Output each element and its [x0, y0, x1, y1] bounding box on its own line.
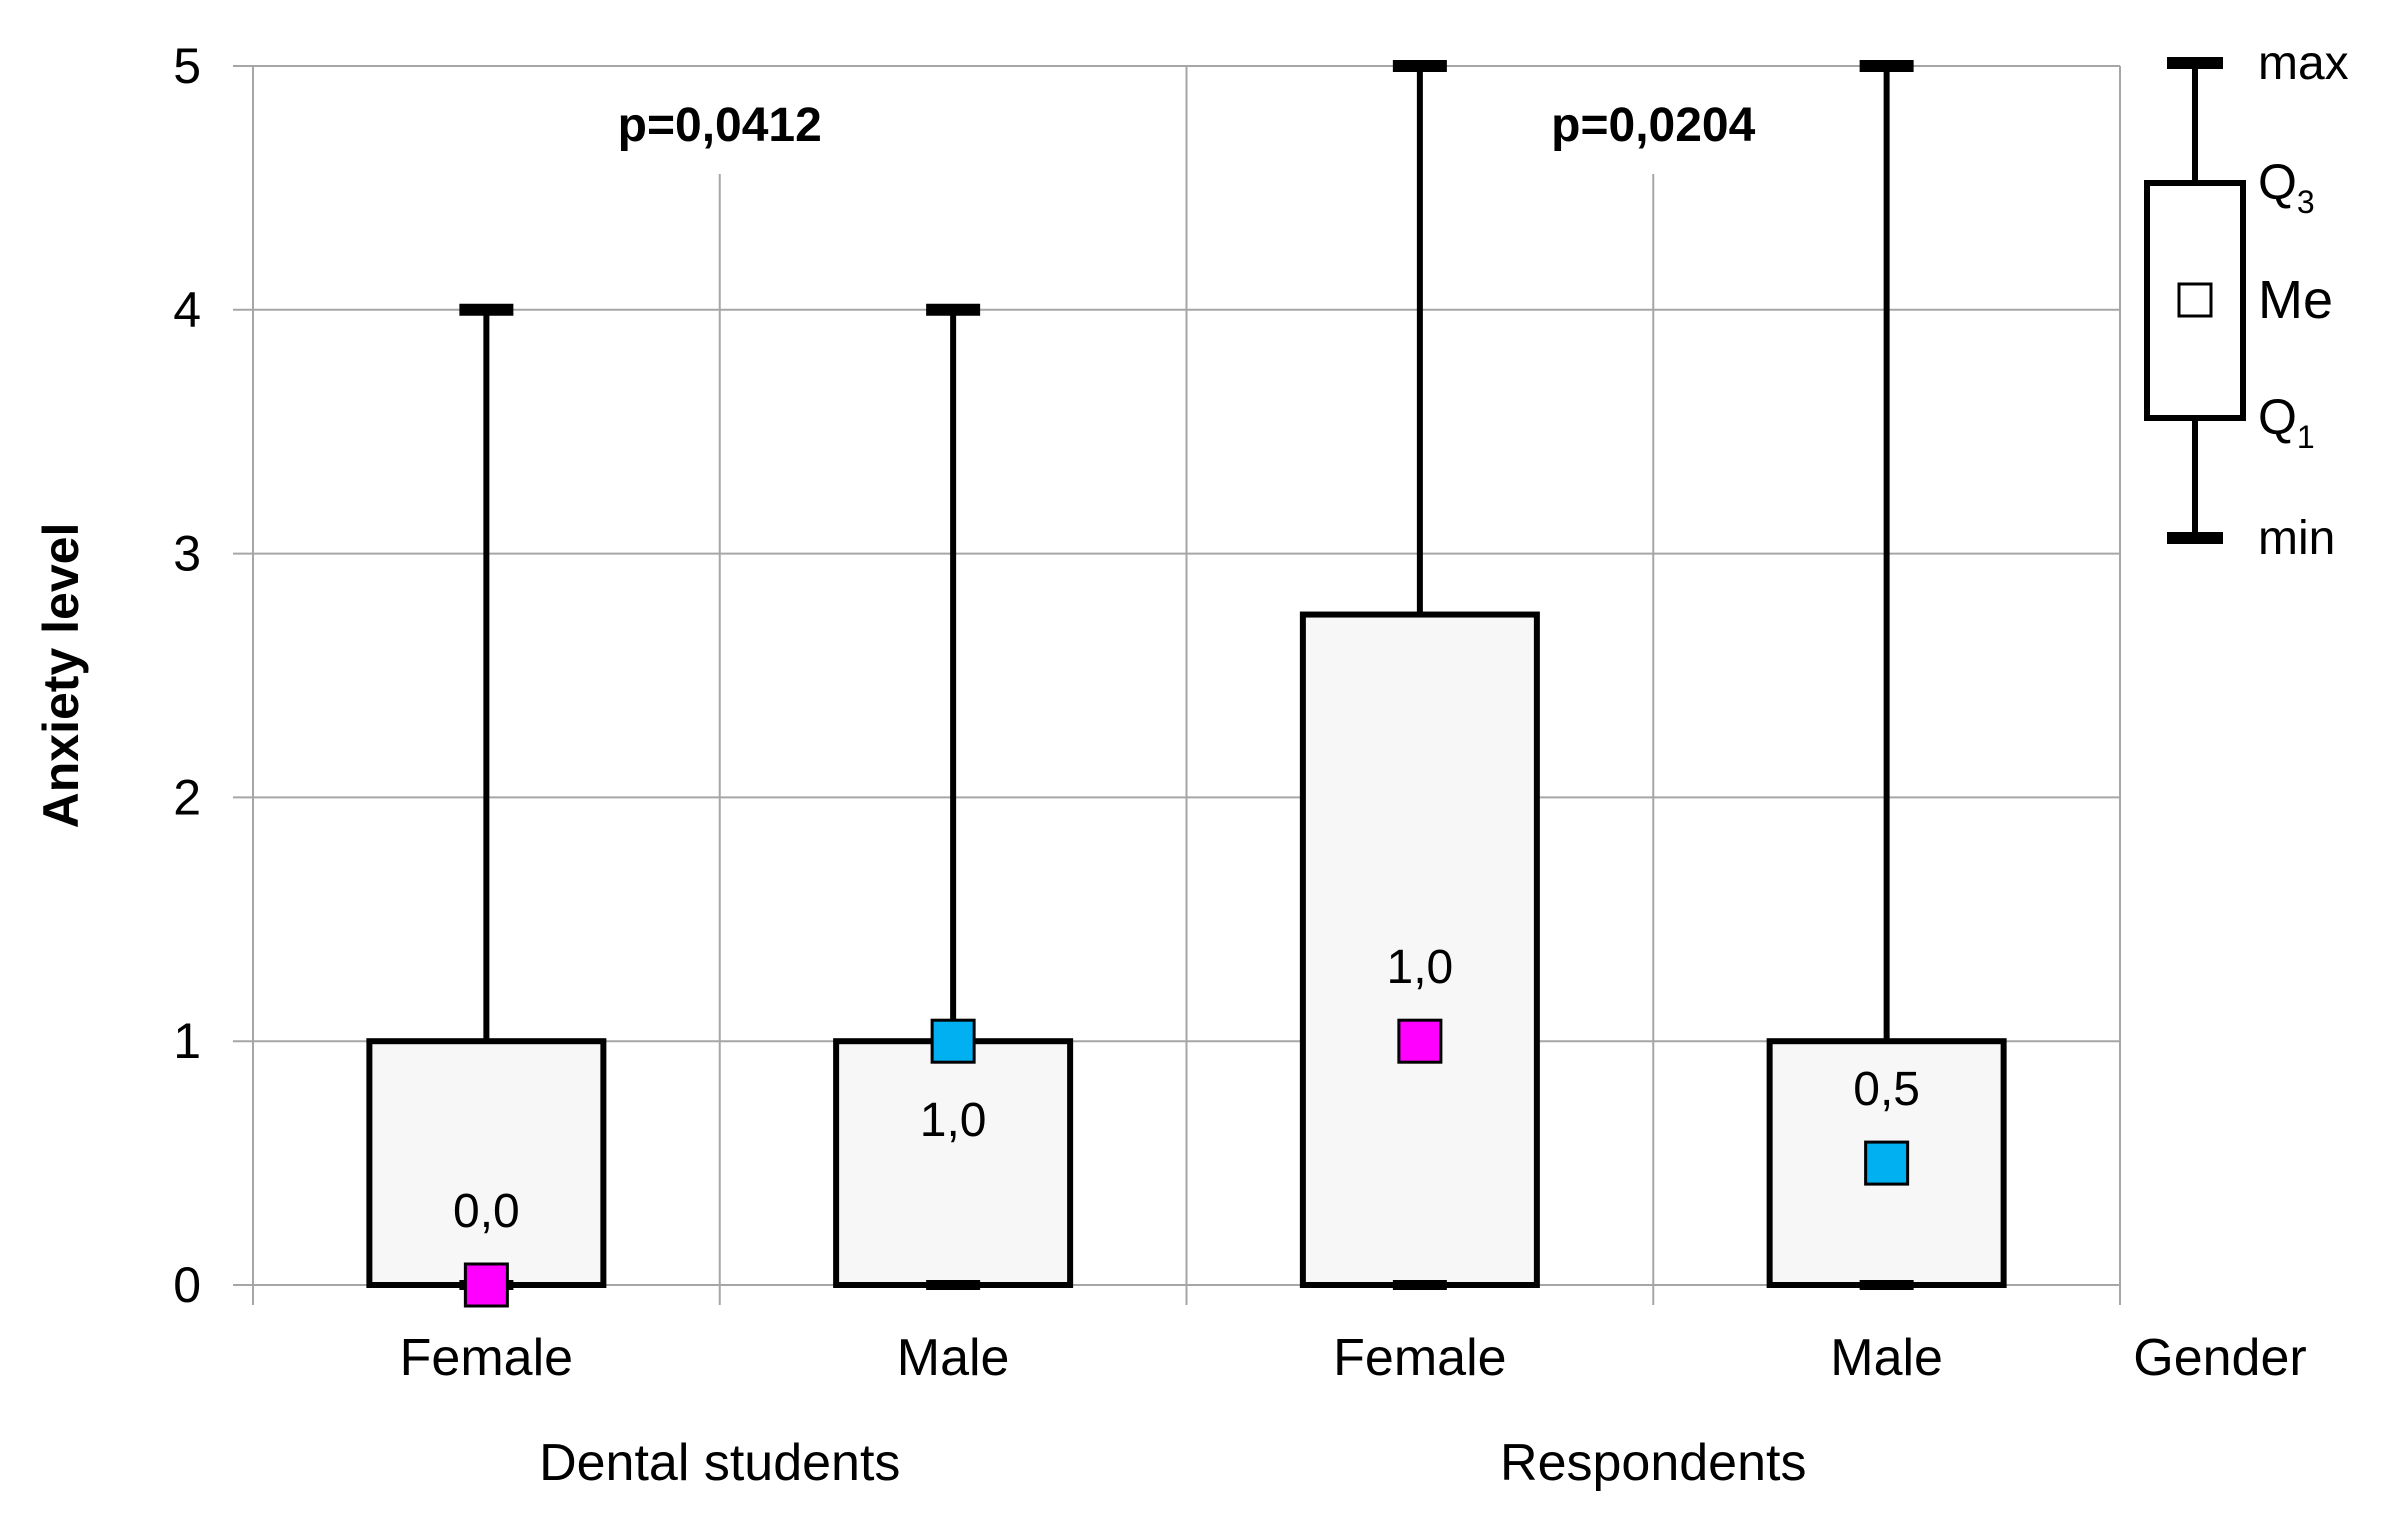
category-label: Female [1333, 1329, 1506, 1387]
labels: 0,0 Female 1,0 Male 1,0 Female 0,5 Male Dental s… [400, 99, 2307, 1492]
median-value-label: 0,5 [1853, 1063, 1920, 1116]
boxes [366, 60, 2007, 1308]
median-value-label: 0,0 [453, 1185, 520, 1238]
legend-median-label: Me [2258, 270, 2333, 330]
median-marker [1397, 1018, 1443, 1064]
y-tick-label: 5 [173, 38, 201, 94]
y-tick-label: 0 [173, 1257, 201, 1313]
group-label: Dental students [539, 1434, 900, 1492]
y-tick-label: 2 [173, 769, 201, 825]
category-label: Male [897, 1329, 1010, 1387]
legend-q3-subscript: 3 [2297, 184, 2315, 220]
iqr-box [1299, 611, 1540, 1288]
x-axis-title: Gender [2133, 1329, 2306, 1387]
median-value-label: 1,0 [1387, 941, 1454, 994]
p-value-label: p=0,0412 [618, 99, 822, 152]
category-label: Female [400, 1329, 573, 1387]
median-marker [463, 1262, 509, 1308]
y-tick-label: 1 [173, 1013, 201, 1069]
median-value-label: 1,0 [920, 1094, 987, 1147]
p-value-label: p=0,0204 [1551, 99, 1755, 152]
iqr-box [833, 1038, 1074, 1288]
gridlines [252, 65, 2121, 1305]
group-label: Respondents [1500, 1434, 1806, 1492]
y-tick-label: 4 [173, 282, 201, 338]
legend-min-label: min [2258, 512, 2335, 565]
legend-max-label: max [2258, 37, 2349, 90]
median-marker [1864, 1140, 1910, 1186]
category-label: Male [1830, 1329, 1943, 1387]
legend-median-marker [2177, 282, 2213, 318]
y-axis-title: Anxiety level [33, 523, 89, 829]
iqr-box [366, 1038, 607, 1288]
legend-q1-subscript: 1 [2297, 419, 2315, 455]
y-tick-label: 3 [173, 526, 201, 582]
median-marker [930, 1018, 976, 1064]
